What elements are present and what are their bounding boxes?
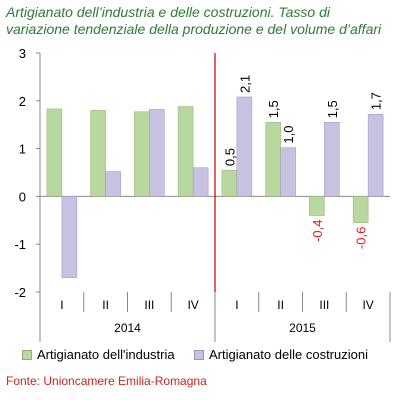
- y-tick-label: -2: [14, 285, 26, 300]
- x-tick-label: III: [144, 298, 154, 312]
- bar-costruzioni: [324, 122, 340, 197]
- bar-costruzioni: [61, 196, 78, 278]
- legend-swatch-costruzioni: [194, 349, 204, 360]
- x-tick-label: II: [277, 298, 284, 312]
- bar-industria: [352, 196, 369, 223]
- data-label: 1,0: [281, 126, 296, 144]
- x-tick-label: II: [102, 298, 109, 312]
- bar-costruzioni: [367, 113, 384, 197]
- bar-costruzioni: [280, 147, 296, 197]
- legend-label-industria: Artigianato dell'industria: [37, 347, 175, 362]
- legend-swatch-industria: [22, 349, 32, 360]
- bar-industria: [309, 196, 325, 216]
- data-label: 2,1: [237, 75, 252, 93]
- chart-title: Artigianato dell’industria e delle costr…: [6, 4, 398, 38]
- legend-item-industria: Artigianato dell'industria: [22, 347, 175, 362]
- data-label: 1,5: [325, 100, 340, 118]
- bar-industria: [46, 108, 63, 197]
- source-note: Fonte: Unioncamere Emilia-Romagna: [6, 374, 207, 388]
- bar-industria: [90, 110, 106, 197]
- legend-label-costruzioni: Artigianato delle costruzioni: [209, 347, 368, 362]
- bar-industria: [265, 122, 281, 197]
- data-label: -0,4: [310, 220, 325, 242]
- y-tick-label: 2: [19, 94, 26, 109]
- y-tick-label: 3: [19, 46, 26, 61]
- x-tick-label: III: [319, 298, 329, 312]
- bar-industria: [134, 111, 150, 197]
- y-tick-label: 1: [19, 142, 26, 157]
- data-label: 1,7: [369, 92, 384, 110]
- chart-title-line-1: Artigianato dell’industria e delle costr…: [6, 4, 330, 20]
- data-label: 0,5: [222, 148, 237, 166]
- x-tick-label: IV: [362, 298, 373, 312]
- x-tick-label: IV: [187, 298, 198, 312]
- y-tick-label: 0: [19, 189, 26, 204]
- bar-industria: [221, 169, 238, 197]
- year-group-label: 2015: [289, 321, 316, 335]
- x-tick-label: I: [235, 298, 238, 312]
- chart-legend: Artigianato dell'industria Artigianato d…: [22, 347, 398, 365]
- bar-industria: [177, 106, 194, 197]
- x-tick-label: I: [60, 298, 63, 312]
- data-label: -0,6: [354, 227, 369, 249]
- chart-title-line-2: variazione tendenziale della produzione …: [6, 21, 382, 37]
- bar-costruzioni: [149, 109, 165, 197]
- bar-costruzioni: [105, 171, 121, 197]
- y-tick-label: -1: [14, 237, 26, 252]
- legend-item-costruzioni: Artigianato delle costruzioni: [194, 347, 368, 362]
- bar-costruzioni: [192, 167, 209, 197]
- data-label: 1,5: [266, 100, 281, 118]
- bar-costruzioni: [236, 96, 253, 197]
- year-group-label: 2014: [114, 321, 141, 335]
